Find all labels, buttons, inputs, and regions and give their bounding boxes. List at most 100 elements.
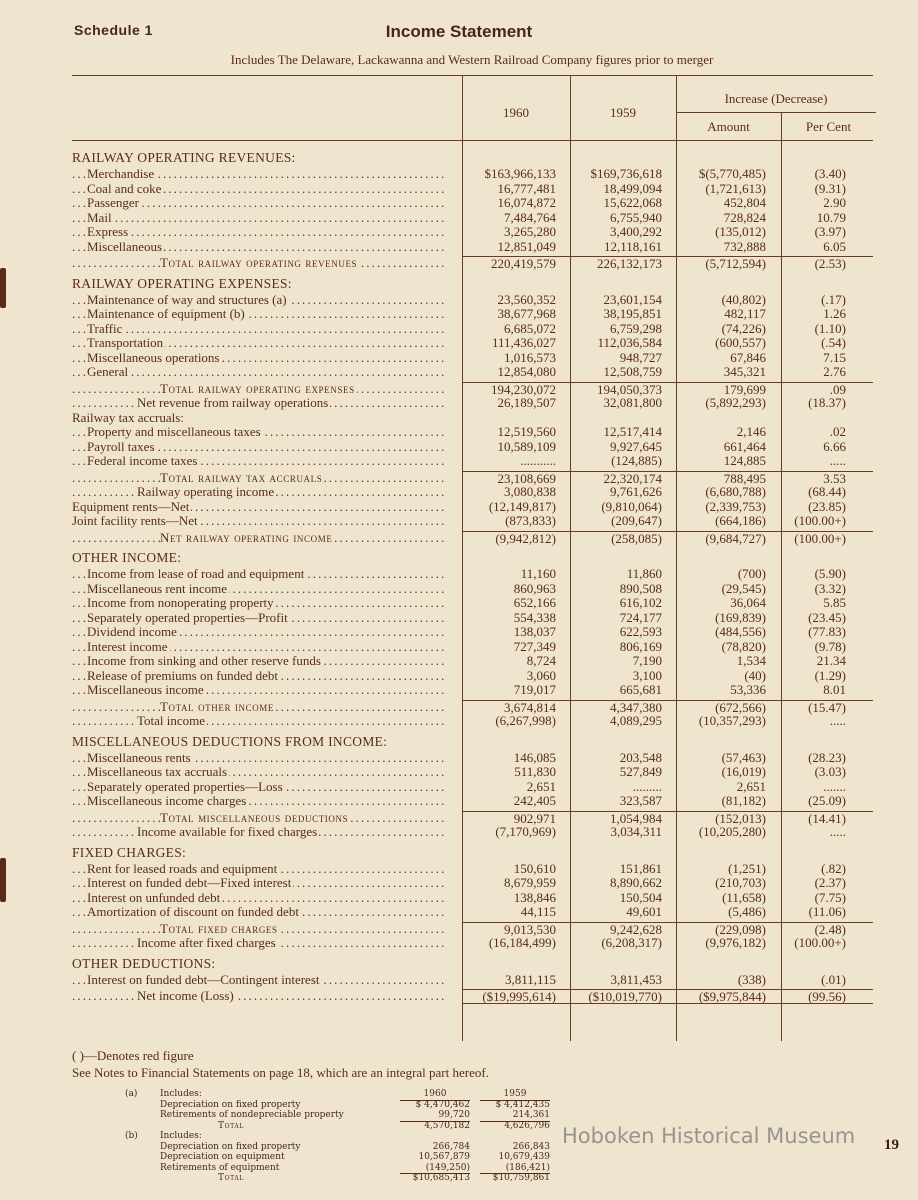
increase-percent: (68.44) [808, 484, 846, 499]
increase-percent: 2.76 [823, 364, 846, 379]
footnote-row: Retirements of nondepreciable property 99… [120, 1110, 560, 1122]
footnote-row: Depreciation on fixed property 266,784 266… [120, 1142, 560, 1153]
section-heading: MISCELLANEOUS DEDUCTIONS FROM INCOME: [72, 733, 873, 751]
row-label-text: MISCELLANEOUS DEDUCTIONS FROM INCOME: [72, 733, 390, 749]
value-1960: 242,405 [513, 793, 556, 808]
row-label-text: Property and miscellaneous taxes [87, 425, 263, 439]
increase-percent: 5.85 [823, 595, 846, 610]
row-label: Income from nonoperating property [72, 596, 462, 611]
value-1959: 22,320,174 [570, 470, 676, 485]
increase-percent: (28.23) [808, 749, 846, 765]
row-label-text: Passenger [87, 196, 141, 210]
increase-amount: (484,556) [715, 624, 766, 639]
increase-amount: (57,463) [721, 749, 766, 765]
table-row: Income from nonoperating property 652,166… [72, 595, 873, 611]
footnote-value-1960: $ 4,470,462 [415, 1099, 470, 1110]
value-1960: 3,674,814 [462, 699, 570, 714]
increase-percent: (3.40) [814, 166, 846, 181]
increase-amount: (229,098) [676, 921, 780, 936]
row-label-text: Traffic [87, 321, 125, 336]
row-label-text: Miscellaneous income [87, 683, 206, 697]
increase-percent: .02 [829, 424, 846, 439]
increase-percent: (.54) [821, 335, 846, 350]
value-1959: 32,081,800 [603, 395, 663, 410]
value-1959: (209,647) [611, 513, 662, 528]
footnote-year-1960: 1960 [400, 1089, 470, 1101]
footnote-total-1960: 4,570,182 [424, 1120, 470, 1131]
row-label-text: Transportation [87, 336, 166, 350]
row-label-text: Equipment rents—Net [72, 499, 192, 514]
value-1960: 26,189,507 [497, 395, 557, 410]
column-header-1959: 1959 [610, 105, 636, 120]
row-label-text: Net railway operating income [160, 530, 335, 545]
increase-percent: (5.90) [814, 566, 846, 581]
value-1960: 146,085 [513, 749, 556, 765]
row-label-text: Interest on funded debt—Contingent inter… [87, 972, 322, 987]
row-label: Express [72, 225, 462, 240]
increase-amount: 728,824 [723, 209, 766, 225]
increase-amount: 788,495 [676, 470, 780, 485]
footnote-total-1960: $10,685,413 [412, 1173, 470, 1183]
increase-amount: (74,226) [721, 320, 766, 336]
row-label-text: Total railway tax accruals [160, 470, 325, 485]
row-label-text: Separately operated properties—Loss [87, 779, 285, 794]
footnote-heading: Includes: [160, 1131, 202, 1141]
footnote-key: (a) [125, 1089, 138, 1099]
increase-amount: (700) [737, 566, 766, 581]
increase-amount: $(5,770,485) [698, 166, 766, 181]
column-header-increase: Increase (Decrease) [724, 91, 828, 106]
increase-amount: (2,339,753) [705, 498, 766, 514]
income-statement-table: RAILWAY OPERATING REVENUES: Merchandise $1… [72, 145, 873, 1004]
row-label: RAILWAY OPERATING REVENUES: [72, 149, 462, 167]
increase-percent: (23.85) [808, 498, 846, 514]
row-label-text: Separately operated properties—Profit [87, 610, 290, 625]
increase-amount: (9,684,727) [676, 530, 780, 545]
table-row: Equipment rents—Net (12,149,817) (9,810,06… [72, 498, 873, 515]
table-row: Net income (Loss) ($19,995,614)($10,019,7… [72, 989, 873, 1004]
row-label-text: Total railway operating revenues [160, 256, 360, 270]
value-1960: 719,017 [513, 682, 556, 697]
table-row: Miscellaneous tax accruals 511,830 527,849… [72, 764, 873, 780]
row-label: Payroll taxes [72, 439, 462, 455]
value-1960: 138,037 [513, 624, 556, 639]
footnote-label: Depreciation on fixed property [160, 1141, 301, 1152]
value-1959: 194,050,373 [570, 381, 676, 396]
table-row: Passenger 16,074,872 15,622,068 452,804 2.90 [72, 195, 873, 211]
value-1959: 226,132,173 [570, 256, 676, 271]
column-divider [570, 75, 571, 1041]
header-bottom-rule [72, 140, 873, 141]
increase-amount: 67,846 [730, 349, 766, 365]
value-1960: 44,115 [520, 904, 556, 919]
value-1959: 323,587 [619, 793, 662, 808]
table-row: Miscellaneous income 719,017 665,681 53,336… [72, 682, 873, 698]
value-1959: ......... [632, 778, 662, 794]
table-row: Separately operated properties—Loss 2,651… [72, 778, 873, 795]
row-label-text: Mail [87, 210, 114, 225]
increase-percent: (99.56) [780, 989, 873, 1004]
binding-mark [0, 268, 6, 308]
row-label-text: Release of premiums on funded debt [87, 668, 280, 683]
increase-amount: (672,566) [676, 699, 780, 714]
row-label: Miscellaneous rent income [72, 581, 462, 597]
row-label-text: Miscellaneous tax accruals [87, 765, 230, 779]
table-row: Separately operated properties—Profit 554… [72, 609, 873, 626]
footnote-value-1960: 266,784 [432, 1141, 470, 1152]
row-label: Miscellaneous income [72, 683, 462, 698]
table-row: Maintenance of equipment (b) 38,677,968 38… [72, 306, 873, 322]
row-label-text: Merchandise [87, 167, 157, 181]
row-label-text: Miscellaneous [87, 239, 165, 254]
increase-amount: 124,885 [723, 453, 766, 468]
value-1959: 15,622,068 [603, 195, 663, 210]
table-row: Joint facility rents—Net (873,833) (209,64… [72, 513, 873, 529]
value-1960: 194,230,072 [462, 381, 570, 396]
value-1959: ($10,019,770) [570, 989, 676, 1004]
value-1959: (258,085) [570, 530, 676, 545]
increase-amount: (40) [744, 667, 766, 683]
increase-percent: (23.45) [808, 609, 846, 625]
row-label-text: Rent for leased roads and equipment [87, 861, 280, 876]
table-row: Traffic 6,685,072 6,759,298 (74,226) (1.10) [72, 320, 873, 337]
increase-percent: 21.34 [816, 653, 846, 668]
value-1960: 652,166 [513, 595, 556, 610]
increase-percent: (11.06) [808, 904, 846, 919]
footnote-key: (b) [125, 1131, 138, 1141]
